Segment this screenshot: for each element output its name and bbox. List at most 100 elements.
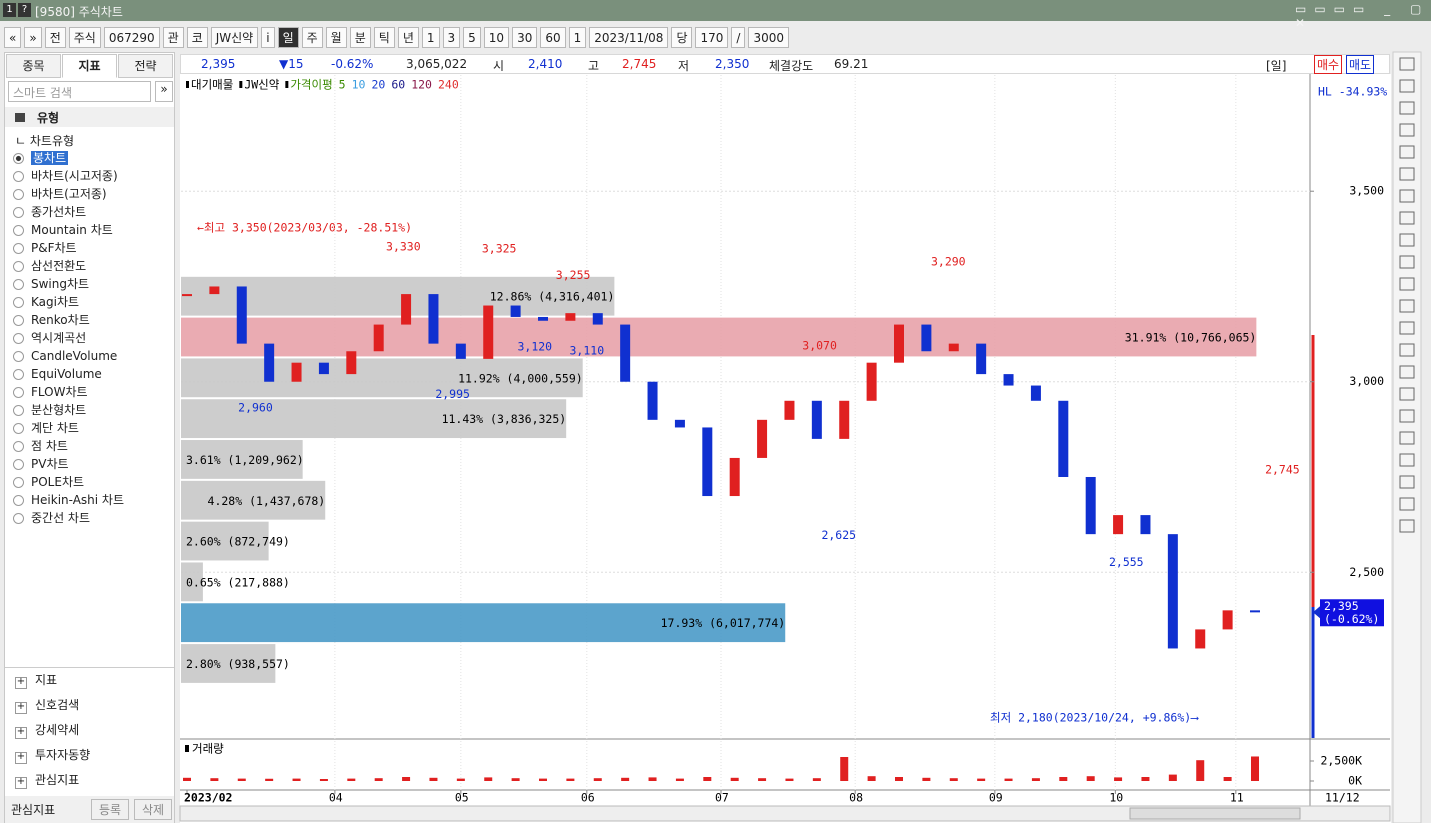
tool-icon[interactable] xyxy=(1399,123,1415,137)
chart-type[interactable]: POLE차트 xyxy=(13,474,84,491)
chart-type[interactable]: Mountain 차트 xyxy=(13,222,113,239)
tool-icon[interactable] xyxy=(1399,277,1415,291)
chart-type[interactable]: 중간선 차트 xyxy=(13,510,91,527)
chart-type-label[interactable]: 바차트(시고저종) xyxy=(31,169,118,183)
toolbar-button[interactable]: 년 xyxy=(397,26,419,48)
tool-icon[interactable] xyxy=(1399,255,1415,269)
chart-type[interactable]: CandleVolume xyxy=(13,348,118,365)
radio[interactable] xyxy=(13,441,24,452)
radio[interactable] xyxy=(13,369,24,380)
radio[interactable] xyxy=(13,189,24,200)
chart-type[interactable]: 삼선전환도 xyxy=(13,258,87,275)
radio[interactable] xyxy=(13,459,24,470)
tab[interactable]: 종목 xyxy=(6,54,61,78)
chart-type-label[interactable]: Swing차트 xyxy=(31,277,90,291)
tab[interactable]: 지표 xyxy=(62,54,117,78)
chart-type-label[interactable]: 계단 차트 xyxy=(31,421,79,435)
radio[interactable] xyxy=(13,495,24,506)
toolbar-button[interactable]: / xyxy=(731,26,746,48)
toolbar-button[interactable]: 60 xyxy=(540,26,566,48)
chart-type-label[interactable]: FLOW차트 xyxy=(31,385,88,399)
radio[interactable] xyxy=(13,261,24,272)
radio[interactable] xyxy=(13,423,24,434)
radio[interactable] xyxy=(13,513,24,524)
radio[interactable] xyxy=(13,279,24,290)
chart-type-label[interactable]: 바차트(고저종) xyxy=(31,187,107,201)
chart-type-label[interactable]: 점 차트 xyxy=(31,439,68,453)
chart-type-label[interactable]: CandleVolume xyxy=(31,349,118,363)
tool-icon[interactable] xyxy=(1399,145,1415,159)
toolbar-button[interactable]: 관 xyxy=(162,26,184,48)
toolbar-button[interactable]: » xyxy=(24,26,42,48)
tool-icon[interactable] xyxy=(1399,497,1415,511)
toolbar-button[interactable]: 067290 xyxy=(103,26,160,48)
chart-type-label[interactable]: Renko차트 xyxy=(31,313,90,327)
sell-button[interactable]: 매도 xyxy=(1346,55,1375,74)
tool-icon[interactable] xyxy=(1399,343,1415,357)
toolbar-button[interactable]: 1 xyxy=(568,26,587,48)
toolbar-button[interactable]: « xyxy=(4,26,22,48)
chart-type-label[interactable]: 역시계곡선 xyxy=(31,331,87,345)
tool-icon[interactable] xyxy=(1399,167,1415,181)
radio[interactable] xyxy=(13,243,24,254)
radio[interactable] xyxy=(13,405,24,416)
chart-type[interactable]: Swing차트 xyxy=(13,276,90,293)
chart-type[interactable]: 바차트(시고저종) xyxy=(13,168,118,185)
radio[interactable] xyxy=(13,477,24,488)
search-toggle[interactable]: » xyxy=(155,81,173,102)
toolbar-button[interactable]: 코 xyxy=(186,26,208,48)
tool-icon[interactable] xyxy=(1399,387,1415,401)
buy-button[interactable]: 매수 xyxy=(1314,55,1343,74)
radio[interactable] xyxy=(13,207,24,218)
radio[interactable] xyxy=(13,225,24,236)
toolbar-button[interactable]: 3000 xyxy=(748,26,789,48)
toolbar-button[interactable]: 주식 xyxy=(68,26,101,48)
register-button[interactable]: 등록 xyxy=(91,799,130,820)
toolbar-button[interactable]: 분 xyxy=(349,26,371,48)
chart-type[interactable]: Renko차트 xyxy=(13,312,90,329)
toolbar-button[interactable]: 1 xyxy=(421,26,440,48)
tool-icon[interactable] xyxy=(1399,365,1415,379)
toolbar-button[interactable]: 틱 xyxy=(373,26,395,48)
tool-icon[interactable] xyxy=(1399,233,1415,247)
chart-type-label[interactable]: 삼선전환도 xyxy=(31,259,87,273)
search-box[interactable]: 스마트 검색 xyxy=(8,81,151,102)
toolbar-button[interactable]: 3 xyxy=(442,26,461,48)
tool-icon[interactable] xyxy=(1399,79,1415,93)
tool-icon[interactable] xyxy=(1399,409,1415,423)
radio[interactable] xyxy=(13,297,24,308)
chart-type[interactable]: 분산형차트 xyxy=(13,402,86,419)
chart-type[interactable]: 봉차트 xyxy=(13,150,69,167)
radio[interactable] xyxy=(13,171,24,182)
period[interactable]: [일] xyxy=(1266,59,1287,73)
tool-icon[interactable] xyxy=(1399,453,1415,467)
chart-type-label[interactable]: Mountain 차트 xyxy=(31,223,113,237)
chart-type[interactable]: Heikin-Ashi 차트 xyxy=(13,492,124,509)
tool-icon[interactable] xyxy=(1399,101,1415,115)
tool-icon[interactable] xyxy=(1399,475,1415,489)
toolbar-button[interactable]: 주 xyxy=(301,26,323,48)
chart-type[interactable]: P&F차트 xyxy=(13,240,77,257)
tab[interactable]: 전략 xyxy=(118,54,173,78)
chart-type-label[interactable]: PV차트 xyxy=(31,457,69,471)
chart-type[interactable]: FLOW차트 xyxy=(13,384,88,401)
radio[interactable] xyxy=(13,333,24,344)
toolbar-button[interactable]: 5 xyxy=(463,26,481,48)
scrollbar[interactable] xyxy=(179,805,1391,822)
tool-icon[interactable] xyxy=(1399,519,1415,533)
tool-icon[interactable] xyxy=(1399,57,1415,71)
chart-type[interactable]: 역시계곡선 xyxy=(13,330,87,347)
section[interactable]: 강세약세 xyxy=(15,720,79,740)
chart-type-label[interactable]: 중간선 차트 xyxy=(31,511,91,525)
chart-type[interactable]: Kagi차트 xyxy=(13,294,79,311)
radio[interactable] xyxy=(13,153,24,164)
toolbar-button[interactable]: 월 xyxy=(325,26,347,48)
chart-type-label[interactable]: EquiVolume xyxy=(31,367,102,381)
chart-type[interactable]: EquiVolume xyxy=(13,366,102,383)
section[interactable]: 투자자동향 xyxy=(15,745,90,765)
chart-type-label[interactable]: 봉차트 xyxy=(31,151,69,165)
scroll-thumb[interactable] xyxy=(1129,807,1301,820)
toolbar-button[interactable]: JW신약 xyxy=(210,26,259,48)
section[interactable]: 관심지표 xyxy=(15,770,79,790)
icon[interactable]: 1 xyxy=(3,3,16,17)
